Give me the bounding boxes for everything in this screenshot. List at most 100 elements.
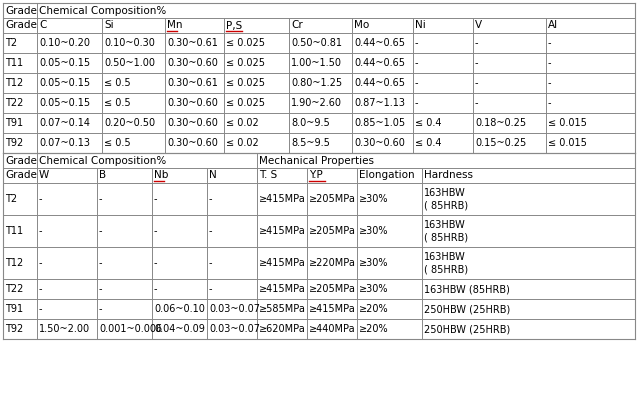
Text: ( 85HRB): ( 85HRB) [424,264,468,274]
Text: 8.5~9.5: 8.5~9.5 [291,138,330,148]
Text: 0.10~0.20: 0.10~0.20 [39,38,90,48]
Text: 0.80~1.25: 0.80~1.25 [291,78,342,88]
Text: ≥205MPa: ≥205MPa [309,284,356,294]
Text: -: - [475,58,478,68]
Text: T92: T92 [5,324,23,334]
Text: ≥20%: ≥20% [359,304,389,314]
Text: ≤ 0.025: ≤ 0.025 [226,38,265,48]
Text: 0.07~0.14: 0.07~0.14 [39,118,90,128]
Text: Grade: Grade [5,156,37,166]
Text: T. S: T. S [259,170,278,181]
Text: 0.03~0.07: 0.03~0.07 [209,304,260,314]
Text: 163HBW: 163HBW [424,252,466,262]
Text: 163HBW (85HRB): 163HBW (85HRB) [424,284,510,294]
Text: 0.18~0.25: 0.18~0.25 [475,118,526,128]
Text: ≤ 0.025: ≤ 0.025 [226,58,265,68]
Text: -: - [548,98,551,108]
Text: -: - [154,194,158,204]
Text: Hardness: Hardness [424,170,473,181]
Text: Al: Al [548,21,558,31]
Text: Ni: Ni [415,21,426,31]
Text: -: - [475,38,478,48]
Text: Grade: Grade [5,6,37,15]
Text: V: V [475,21,482,31]
Text: B: B [99,170,106,181]
Text: Mechanical Properties: Mechanical Properties [259,156,374,166]
Text: W: W [39,170,49,181]
Text: ≥415MPa: ≥415MPa [309,304,356,314]
Text: 0.30~0.60: 0.30~0.60 [167,58,218,68]
Text: 0.44~0.65: 0.44~0.65 [354,58,405,68]
Text: -: - [415,38,419,48]
Text: ≥205MPa: ≥205MPa [309,226,356,236]
Text: T92: T92 [5,138,23,148]
Text: C: C [39,21,47,31]
Text: 0.05~0.15: 0.05~0.15 [39,98,90,108]
Text: ( 85HRB): ( 85HRB) [424,200,468,210]
Text: -: - [548,38,551,48]
Text: ≤ 0.5: ≤ 0.5 [104,138,131,148]
Text: ≤ 0.015: ≤ 0.015 [548,138,587,148]
Text: -: - [209,284,212,294]
Text: -: - [39,258,43,268]
Text: T91: T91 [5,304,23,314]
Text: -: - [39,284,43,294]
Text: Grade: Grade [5,21,37,31]
Text: -: - [415,98,419,108]
Text: 0.30~0.61: 0.30~0.61 [167,78,218,88]
Text: P,S: P,S [226,21,242,31]
Text: -: - [209,226,212,236]
Text: 0.30~0.60: 0.30~0.60 [167,138,218,148]
Text: Elongation: Elongation [359,170,415,181]
Text: -: - [99,284,103,294]
Text: -: - [548,58,551,68]
Text: T22: T22 [5,284,24,294]
Text: -: - [39,304,43,314]
Text: 0.30~0.60: 0.30~0.60 [167,118,218,128]
Text: -: - [209,258,212,268]
Text: -: - [415,78,419,88]
Text: 0.06~0.10: 0.06~0.10 [154,304,205,314]
Text: 0.10~0.30: 0.10~0.30 [104,38,155,48]
Text: N: N [209,170,217,181]
Text: 250HBW (25HRB): 250HBW (25HRB) [424,324,510,334]
Text: 0.30~0.61: 0.30~0.61 [167,38,218,48]
Text: 0.87~1.13: 0.87~1.13 [354,98,405,108]
Text: 0.50~1.00: 0.50~1.00 [104,58,155,68]
Text: T2: T2 [5,38,17,48]
Text: ≥415MPa: ≥415MPa [259,284,306,294]
Text: Y.P: Y.P [309,170,323,181]
Text: Chemical Composition%: Chemical Composition% [39,156,167,166]
Text: -: - [154,258,158,268]
Text: Nb: Nb [154,170,168,181]
Text: -: - [39,226,43,236]
Text: T22: T22 [5,98,24,108]
Text: -: - [209,194,212,204]
Text: ≥30%: ≥30% [359,258,389,268]
Text: 0.05~0.15: 0.05~0.15 [39,78,90,88]
Text: 0.15~0.25: 0.15~0.25 [475,138,526,148]
Text: ≤ 0.5: ≤ 0.5 [104,98,131,108]
Text: Cr: Cr [291,21,303,31]
Text: T2: T2 [5,194,17,204]
Text: -: - [475,98,478,108]
Text: ≥415MPa: ≥415MPa [259,226,306,236]
Text: ≤ 0.025: ≤ 0.025 [226,78,265,88]
Text: ≥440MPa: ≥440MPa [309,324,355,334]
Text: ≥20%: ≥20% [359,324,389,334]
Text: T11: T11 [5,58,23,68]
Text: -: - [39,194,43,204]
Text: 1.50~2.00: 1.50~2.00 [39,324,90,334]
Text: 0.07~0.13: 0.07~0.13 [39,138,90,148]
Text: 0.03~0.07: 0.03~0.07 [209,324,260,334]
Text: 8.0~9.5: 8.0~9.5 [291,118,330,128]
Text: 250HBW (25HRB): 250HBW (25HRB) [424,304,510,314]
Text: Mn: Mn [167,21,182,31]
Text: Chemical Composition%: Chemical Composition% [39,6,167,15]
Text: ≥415MPa: ≥415MPa [259,194,306,204]
Text: ≤ 0.4: ≤ 0.4 [415,118,441,128]
Text: -: - [154,284,158,294]
Text: ≤ 0.5: ≤ 0.5 [104,78,131,88]
Text: 1.90~2.60: 1.90~2.60 [291,98,342,108]
Text: Mo: Mo [354,21,369,31]
